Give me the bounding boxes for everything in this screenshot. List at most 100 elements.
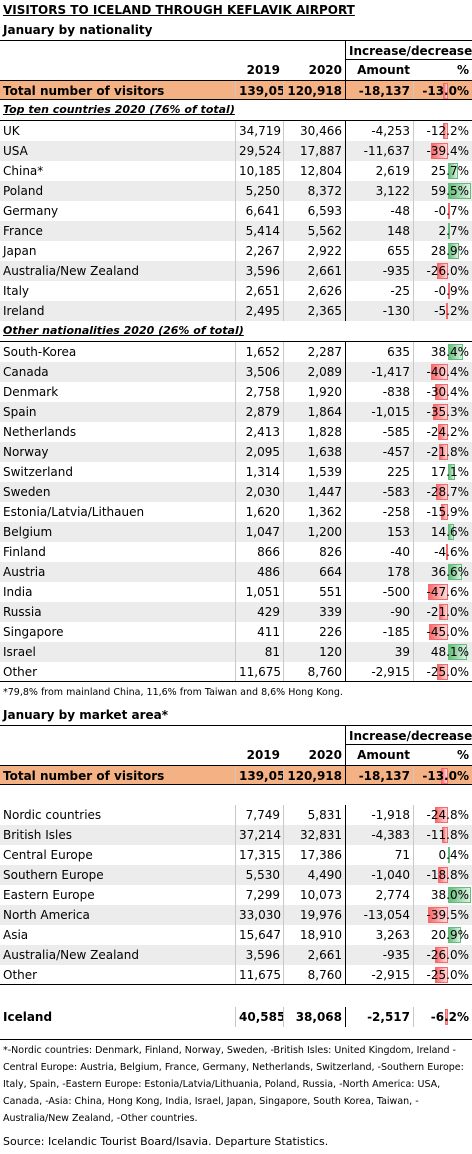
cell: 2,095 <box>235 442 283 462</box>
cell: 10,073 <box>283 885 345 905</box>
data-bar <box>448 887 471 903</box>
cell: -39.4% <box>413 141 472 161</box>
row-label: Denmark <box>3 385 59 399</box>
table-row: France 5,414 5,562 148 2.7% <box>0 221 472 241</box>
group-header: Increase/decrease <box>345 41 472 60</box>
percent: -26.0% <box>426 264 469 278</box>
data-bar <box>429 624 448 640</box>
spacer <box>0 745 235 765</box>
cell: -457 <box>345 442 413 462</box>
table-row: UK 34,719 30,466 -4,253 -12.2% <box>0 121 472 141</box>
cell: -24.8% <box>413 805 472 825</box>
data-bar <box>428 584 448 600</box>
cell: 1,447 <box>283 482 345 502</box>
table-row: Germany 6,641 6,593 -48 -0.7% <box>0 201 472 221</box>
cell: -26.0% <box>413 945 472 965</box>
percent: -5.2% <box>434 304 469 318</box>
cell: -0.7% <box>413 201 472 221</box>
cell: 7,299 <box>235 885 283 905</box>
data-bar <box>433 404 448 420</box>
cell: 1,539 <box>283 462 345 482</box>
group-title: Other nationalities 2020 (26% of total) <box>0 321 472 342</box>
source: Source: Icelandic Tourist Board/Isavia. … <box>3 1135 329 1148</box>
cell: -13.0% <box>413 766 472 784</box>
cell: -2,517 <box>345 1007 413 1027</box>
data-bar <box>448 644 467 660</box>
cell: -18.8% <box>413 865 472 885</box>
cell: -21.8% <box>413 442 472 462</box>
row-label: Austria <box>3 565 46 579</box>
table-row: Switzerland 1,314 1,539 225 17.1% <box>0 462 472 482</box>
cell: -24.2% <box>413 422 472 442</box>
row-label: Italy <box>3 284 30 298</box>
table-row: Japan 2,267 2,922 655 28.9% <box>0 241 472 261</box>
cell: 3,596 <box>235 261 283 281</box>
percent: -35.3% <box>426 405 469 419</box>
cell: -47.6% <box>413 582 472 602</box>
cell: -48 <box>345 201 413 221</box>
cell: 38.0% <box>413 885 472 905</box>
percent: -26.0% <box>426 948 469 962</box>
row-label: Norway <box>3 445 49 459</box>
row-label: Southern Europe <box>3 868 104 882</box>
cell: 2,267 <box>235 241 283 261</box>
table-row: Finland 866 826 -40 -4.6% <box>0 542 472 562</box>
cell: 1,920 <box>283 382 345 402</box>
header-row: 2019 2020 Amount% <box>0 745 472 765</box>
cell: 20.9% <box>413 925 472 945</box>
data-bar <box>442 83 448 99</box>
cell: -13.0% <box>413 81 472 99</box>
cell: 2,495 <box>235 301 283 321</box>
cell: 120,918 <box>283 81 345 99</box>
cell: -0.9% <box>413 281 472 301</box>
percent: -21.8% <box>426 445 469 459</box>
cell: 8,760 <box>283 965 345 984</box>
cell: -4,253 <box>345 121 413 141</box>
cell: -18,137 <box>345 766 413 784</box>
cell: 486 <box>235 562 283 582</box>
data-bar <box>448 183 471 199</box>
percent: -45.0% <box>426 625 469 639</box>
footnote: *-Nordic countries: Denmark, Finland, No… <box>0 1039 472 1131</box>
cell: -2,915 <box>345 965 413 984</box>
data-bar <box>448 464 455 480</box>
data-bar <box>448 243 460 259</box>
table-row: Canada 3,506 2,089 -1,417 -40.4% <box>0 362 472 382</box>
percent: -24.8% <box>426 808 469 822</box>
percent: 59.5% <box>430 184 469 198</box>
data-bar <box>428 907 448 923</box>
cell: 1,047 <box>235 522 283 542</box>
spacer <box>0 1027 472 1039</box>
column-header: % <box>456 748 469 762</box>
table-row: Singapore 411 226 -185 -45.0% <box>0 622 472 642</box>
cell: 6,641 <box>235 201 283 221</box>
cell: 120 <box>283 642 345 662</box>
table-row: Netherlands 2,413 1,828 -585 -24.2% <box>0 422 472 442</box>
cell: -26.0% <box>413 261 472 281</box>
column-header: 2020 <box>308 748 342 762</box>
cell: 1,864 <box>283 402 345 422</box>
cell: -15.9% <box>413 502 472 522</box>
percent: 38.0% <box>430 888 469 902</box>
row-label: Spain <box>3 405 37 419</box>
table-row: USA 29,524 17,887 -11,637 -39.4% <box>0 141 472 161</box>
cell: 1,638 <box>283 442 345 462</box>
data-bar <box>437 664 448 680</box>
cell: 3,263 <box>345 925 413 945</box>
row-label: Asia <box>3 928 29 942</box>
row-label: Total number of visitors <box>3 84 165 98</box>
cell: 7,749 <box>235 805 283 825</box>
cell: 8,760 <box>283 662 345 681</box>
table-row: Norway 2,095 1,638 -457 -21.8% <box>0 442 472 462</box>
cell: 2,030 <box>235 482 283 502</box>
percent: -28.7% <box>426 485 469 499</box>
cell: 655 <box>345 241 413 261</box>
percent: -47.6% <box>426 585 469 599</box>
cell: 11,675 <box>235 662 283 681</box>
table-row: Italy 2,651 2,626 -25 -0.9% <box>0 281 472 301</box>
table-row: Total number of visitors139,055120,918-1… <box>0 80 472 100</box>
cell: 1,652 <box>235 342 283 362</box>
table-row: Spain 2,879 1,864 -1,015 -35.3% <box>0 402 472 422</box>
cell: 2,287 <box>283 342 345 362</box>
